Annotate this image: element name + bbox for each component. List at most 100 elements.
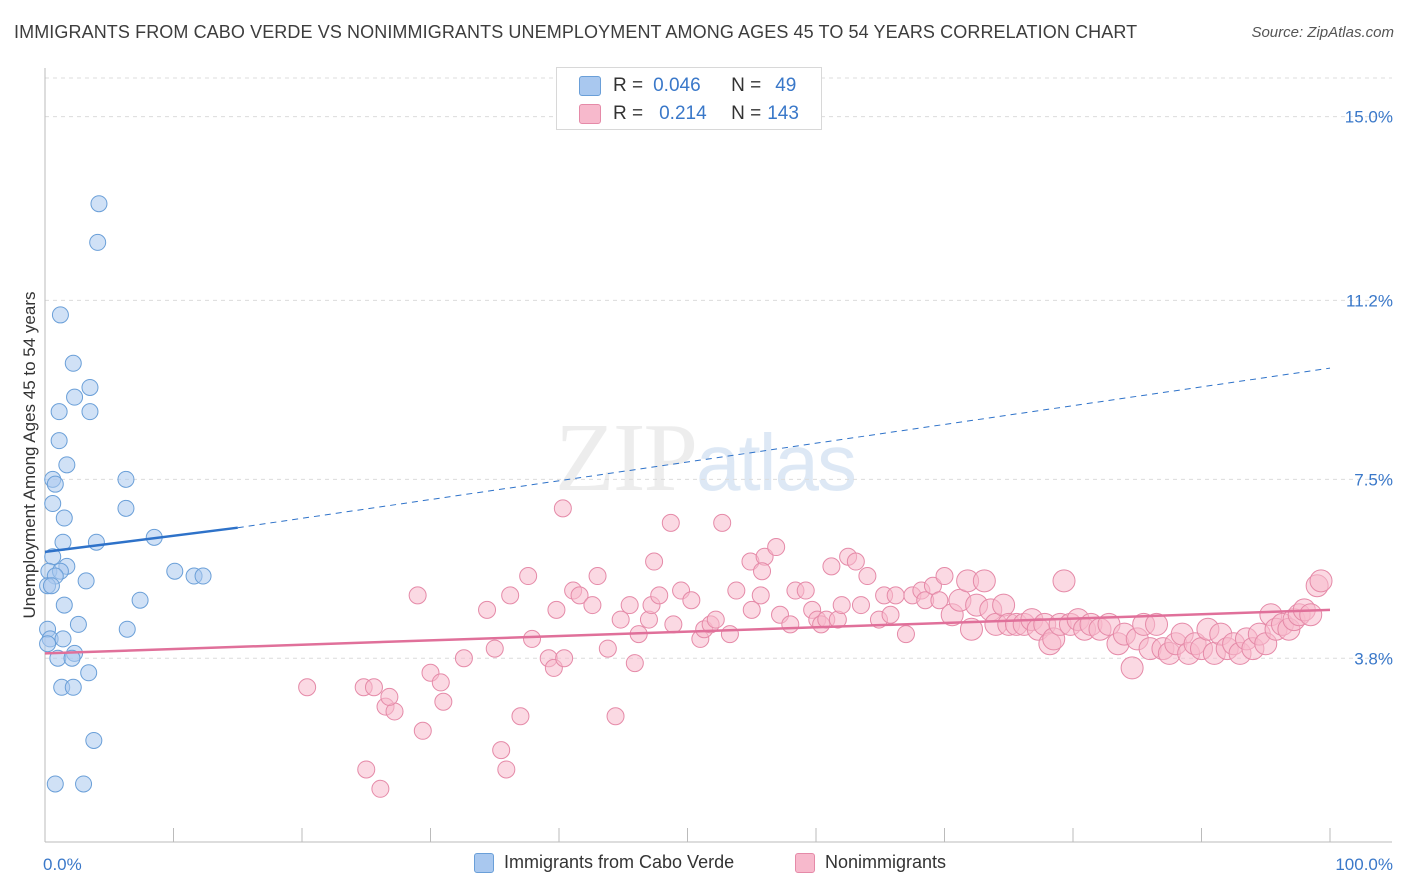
source-credit: Source: ZipAtlas.com — [1251, 24, 1394, 41]
x-tick-label: 0.0% — [43, 855, 82, 874]
cabo-verde-point — [85, 731, 103, 749]
nonimmigrant-point — [501, 586, 520, 605]
watermark-zip: ZIP — [555, 404, 698, 512]
nonimmigrant-point — [431, 673, 450, 692]
cabo-verde-point — [54, 630, 72, 648]
stats-r-label: R = — [613, 75, 644, 96]
stats-row-cabo-verde: R = 0.046 N = 49 — [579, 73, 796, 99]
nonimmigrant-point — [767, 538, 786, 557]
watermark: ZIPatlas — [555, 400, 857, 514]
cabo-verde-point — [117, 470, 135, 488]
nonimmigrant-point — [781, 615, 800, 634]
cabo-verde-point — [75, 775, 93, 793]
nonimmigrant-point — [570, 586, 589, 605]
nonimmigrant-point — [930, 591, 949, 610]
y-tick-label: 15.0% — [1345, 108, 1393, 127]
nonimmigrant-point — [1120, 656, 1144, 680]
nonimmigrant-point — [846, 552, 865, 571]
nonimmigrant-point — [519, 567, 538, 586]
nonimmigrant-point — [645, 552, 664, 571]
nonimmigrant-point — [650, 586, 669, 605]
stats-row-nonimmigrants: R = 0.214 N = 143 — [579, 101, 799, 127]
cabo-verde-point — [89, 233, 107, 251]
nonimmigrant-point — [547, 600, 566, 619]
nonimmigrant-point — [1052, 569, 1076, 593]
nonimmigrant-point — [413, 721, 432, 740]
nonimmigrant-point — [992, 593, 1016, 617]
cabo-verde-point — [46, 475, 64, 493]
nonimmigrant-point — [598, 639, 617, 658]
nonimmigrant-point — [886, 586, 905, 605]
cabo-verde-point — [117, 499, 135, 517]
cabo-verde-point — [39, 635, 57, 653]
cabo-verde-point — [69, 615, 87, 633]
nonimmigrant-point — [832, 596, 851, 615]
cabo-verde-point — [51, 306, 69, 324]
nonimmigrant-point — [796, 581, 815, 600]
cabo-verde-point — [90, 195, 108, 213]
nonimmigrant-point — [664, 615, 683, 634]
nonimmigrant-point — [298, 678, 317, 697]
stats-n-label: N = — [731, 75, 762, 96]
cabo-verde-trend-line — [44, 526, 238, 554]
cabo-verde-point — [77, 572, 95, 590]
cabo-verde-point — [166, 562, 184, 580]
nonimmigrant-point — [822, 557, 841, 576]
cabo-verde-point — [81, 403, 99, 421]
cabo-verde-point — [87, 533, 105, 551]
cabo-verde-point — [64, 678, 82, 696]
nonimmigrant-point — [371, 779, 390, 798]
stats-r-value: 0.046 — [653, 75, 701, 96]
nonimmigrant-point — [713, 513, 732, 532]
cabo-verde-point — [80, 664, 98, 682]
legend-item-cabo-verde[interactable]: Immigrants from Cabo Verde — [474, 852, 734, 873]
nonimmigrant-point — [972, 569, 996, 593]
x-tick-label: 100.0% — [1335, 855, 1393, 874]
stats-n-label: N = — [731, 103, 762, 124]
nonimmigrant-point — [492, 741, 511, 760]
nonimmigrant-point — [588, 567, 607, 586]
nonimmigrant-point — [485, 639, 504, 658]
nonimmigrant-point — [583, 596, 602, 615]
nonimmigrant-point — [682, 591, 701, 610]
cabo-verde-point — [118, 620, 136, 638]
cabo-verde-point — [64, 354, 82, 372]
cabo-verde-point — [58, 456, 76, 474]
nonimmigrant-point — [408, 586, 427, 605]
nonimmigrant-point — [620, 596, 639, 615]
y-tick-label: 11.2% — [1346, 291, 1393, 310]
cabo-verde-point — [50, 432, 68, 450]
stats-n-value: 143 — [767, 103, 799, 124]
nonimmigrant-point — [727, 581, 746, 600]
nonimmigrant-point — [478, 600, 497, 619]
nonimmigrant-point — [357, 760, 376, 779]
y-tick-label: 7.5% — [1354, 470, 1393, 489]
legend-swatch-cabo-verde — [474, 852, 494, 873]
cabo-verde-point — [46, 775, 64, 793]
nonimmigrant-point — [661, 513, 680, 532]
cabo-verde-point — [131, 591, 149, 609]
nonimmigrant-point — [896, 625, 915, 644]
nonimmigrant-point — [555, 649, 574, 668]
nonimmigrant-point — [553, 499, 572, 518]
stats-swatch-cabo-verde — [579, 76, 601, 96]
nonimmigrant-point — [753, 562, 772, 581]
cabo-verde-point — [66, 388, 84, 406]
nonimmigrant-point — [858, 567, 877, 586]
nonimmigrant-point — [606, 707, 625, 726]
cabo-verde-point — [63, 649, 81, 667]
cabo-verde-point — [42, 577, 60, 595]
cabo-verde-point — [44, 495, 62, 513]
y-tick-label: 3.8% — [1354, 649, 1393, 668]
nonimmigrant-point — [720, 625, 739, 644]
legend-item-nonimmigrants[interactable]: Nonimmigrants — [795, 852, 946, 873]
nonimmigrant-point — [881, 605, 900, 624]
nonimmigrant-point — [1309, 569, 1333, 593]
cabo-verde-point — [50, 403, 68, 421]
legend-label-nonimmigrants: Nonimmigrants — [825, 852, 947, 872]
cabo-verde-point — [55, 596, 73, 614]
nonimmigrant-point — [742, 600, 761, 619]
watermark-atlas: atlas — [696, 418, 857, 507]
stats-legend: R = 0.046 N = 49 R = 0.214 N = 143 — [556, 67, 822, 130]
